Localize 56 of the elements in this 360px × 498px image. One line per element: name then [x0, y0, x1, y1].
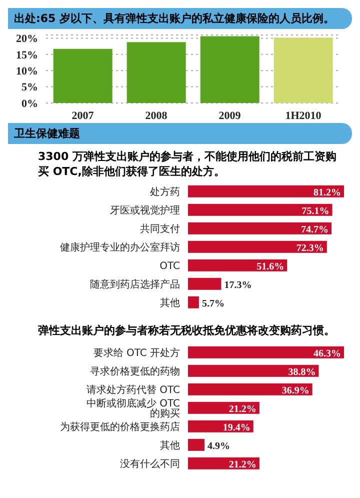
data-label: 46.3% — [314, 348, 341, 359]
data-label: 38.8% — [288, 366, 316, 378]
y-tick-label: 其他 — [160, 438, 180, 451]
text: 卫生保健难题 — [8, 123, 352, 144]
y-tick-label: 随意到药店选择产品 — [90, 278, 180, 290]
data-label: 19.4% — [222, 422, 250, 433]
data-label: 51.6% — [256, 261, 284, 272]
chart-title: 弹性支出账户的参与者称若无税收抵免优惠将改变购药习惯。 — [37, 322, 336, 338]
bar — [53, 48, 112, 103]
y-tick-label: 共同支付 — [140, 222, 180, 235]
data-label: 74.7% — [301, 224, 329, 236]
y-tick-label: 寻求价格更低的药物 — [90, 364, 180, 377]
data-label: 5.7% — [202, 298, 224, 310]
y-tick-label: 5% — [22, 82, 38, 94]
data-label: 75.1% — [302, 206, 330, 217]
bar — [188, 346, 344, 358]
bar — [188, 278, 222, 290]
data-label: 81.2% — [314, 187, 341, 198]
bar — [188, 204, 332, 216]
chart-title: 3300 万弹性支出账户的参与者，不能使用他们的税前工资购买 OTC,除非他们获得了医生的处方。 — [37, 149, 338, 179]
y-tick-label: OTC — [160, 260, 180, 272]
bar — [188, 259, 288, 272]
data-label: 21.2% — [228, 403, 256, 414]
bar — [188, 438, 205, 450]
bar — [188, 296, 199, 308]
data-label: 72.3% — [296, 242, 324, 254]
y-tick-label: 健康护理专业的办公室拜访 — [60, 241, 180, 254]
data-label: 21.2% — [228, 458, 256, 470]
y-tick-label: 其他 — [160, 296, 180, 309]
bar — [188, 240, 327, 253]
bar — [274, 38, 333, 103]
y-tick-label: 15% — [16, 49, 38, 62]
y-tick-label: 为获得更低的价格更换药店 — [60, 420, 180, 432]
y-tick-label: 20% — [16, 33, 38, 46]
y-tick-label: 中断或彻底减少 OTC 的购买 — [86, 396, 180, 419]
bar — [126, 42, 186, 103]
bar — [188, 364, 319, 376]
y-tick-label: 请求处方药代替 OTC — [86, 383, 180, 396]
x-tick-label: 2009 — [218, 110, 242, 122]
bar — [188, 382, 312, 395]
data-label: 36.9% — [282, 384, 310, 396]
x-tick-label: 1H2010 — [285, 110, 322, 122]
bar — [200, 36, 260, 103]
y-tick-label: 没有什么不同 — [120, 457, 180, 470]
bar — [188, 185, 344, 198]
data-label: 17.3% — [224, 280, 252, 291]
data-label: 4.9% — [208, 440, 230, 452]
bar — [188, 222, 332, 234]
y-tick-label: 牙医或视觉护理 — [110, 204, 180, 216]
x-tick-label: 2007 — [72, 110, 94, 122]
y-tick-label: 0% — [22, 98, 38, 110]
chart-title: 出处:65 岁以下、具有弹性支出账户的私立健康保险的人员比例。 — [8, 8, 352, 29]
y-tick-label: 处方药 — [150, 186, 180, 198]
x-tick-label: 2008 — [145, 110, 168, 122]
y-tick-label: 10% — [16, 66, 38, 78]
y-tick-label: 要求给 OTC 开处方 — [93, 346, 180, 358]
